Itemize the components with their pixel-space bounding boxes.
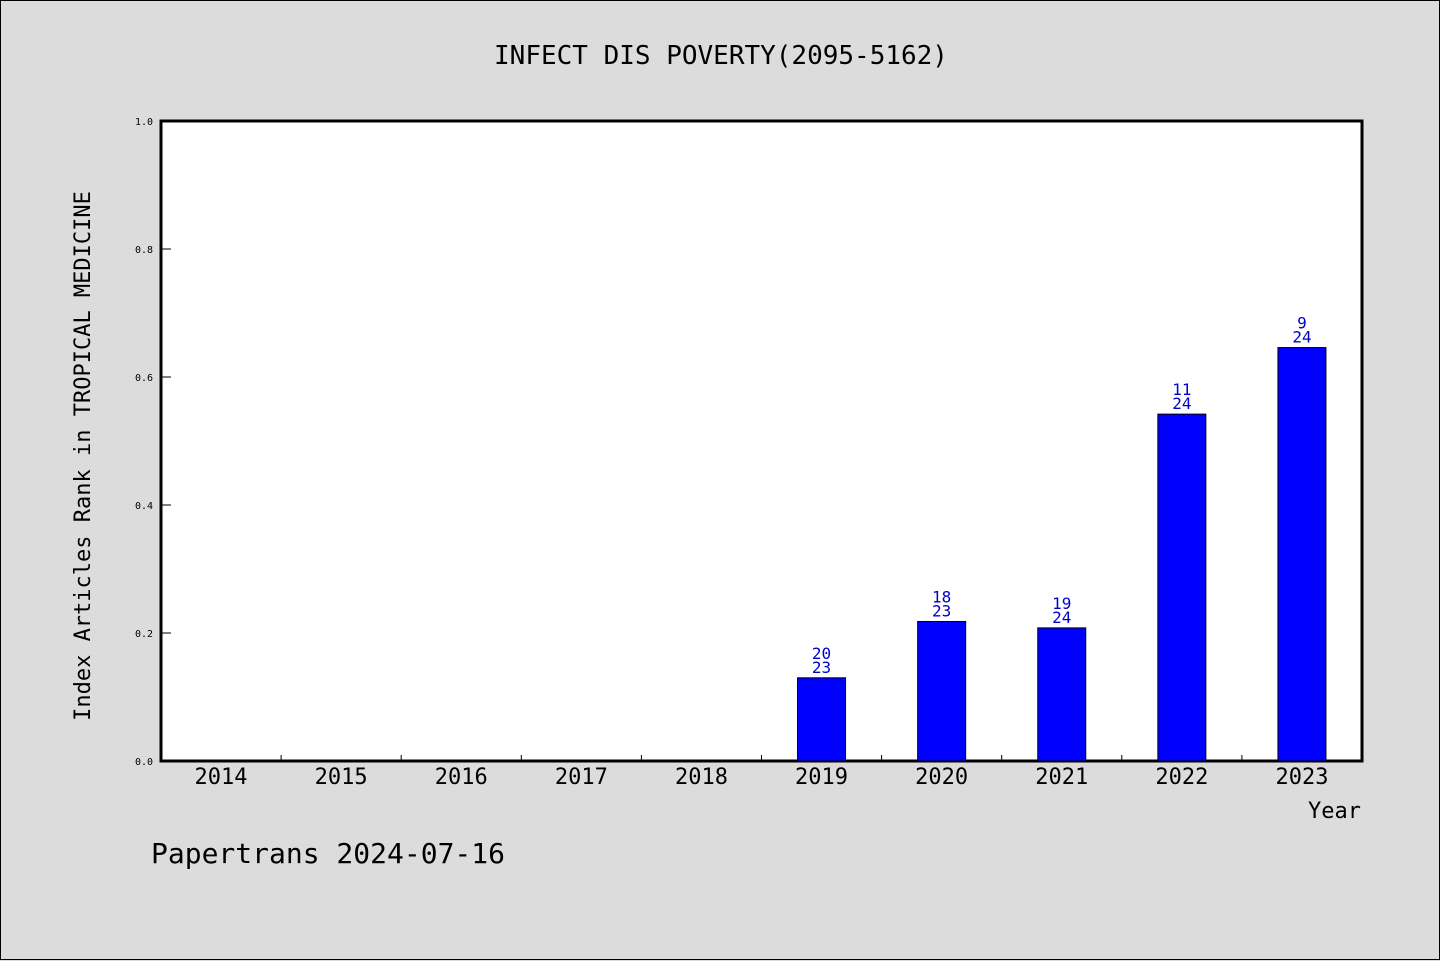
- y-axis-label: Index Articles Rank in TROPICAL MEDICINE: [71, 191, 96, 721]
- bar-rank-label: 20: [812, 644, 831, 663]
- bar: [1277, 347, 1327, 762]
- bar-rank-label: 11: [1172, 380, 1191, 399]
- y-tick-label: 0.8: [135, 245, 153, 256]
- bar-rank-label: 19: [1052, 594, 1071, 613]
- y-tick-label: 1.0: [135, 117, 153, 128]
- bar-total-label: 24: [1172, 394, 1191, 413]
- bar-total-label: 24: [1052, 608, 1071, 627]
- bar-total-label: 23: [812, 658, 831, 677]
- y-tick-label: 0.6: [135, 373, 153, 384]
- bar: [1037, 627, 1087, 762]
- x-axis-label: Year: [1308, 799, 1361, 824]
- x-tick-label: 2023: [1275, 765, 1328, 790]
- x-tick-label: 2022: [1155, 765, 1208, 790]
- bar-total-label: 23: [932, 601, 951, 620]
- x-tick-label: 2018: [675, 765, 728, 790]
- bar-rank-label: 18: [932, 587, 951, 606]
- footer-text: Papertrans 2024-07-16: [151, 837, 505, 870]
- y-tick-label: 0.0: [135, 757, 153, 768]
- bar: [917, 620, 967, 762]
- x-tick-label: 2016: [435, 765, 488, 790]
- x-tick-label: 2019: [795, 765, 848, 790]
- x-tick-label: 2021: [1035, 765, 1088, 790]
- bar-rank-label: 9: [1297, 314, 1307, 333]
- x-tick-label: 2017: [555, 765, 608, 790]
- y-tick-label: 0.2: [135, 629, 153, 640]
- bar-total-label: 24: [1292, 328, 1311, 347]
- y-tick-label: 0.4: [135, 501, 153, 512]
- x-tick-label: 2020: [915, 765, 968, 790]
- x-tick-label: 2014: [195, 765, 248, 790]
- chart-title: INFECT DIS POVERTY(2095-5162): [494, 41, 948, 71]
- x-tick-label: 2015: [315, 765, 368, 790]
- bar: [797, 677, 847, 762]
- bar: [1157, 413, 1207, 762]
